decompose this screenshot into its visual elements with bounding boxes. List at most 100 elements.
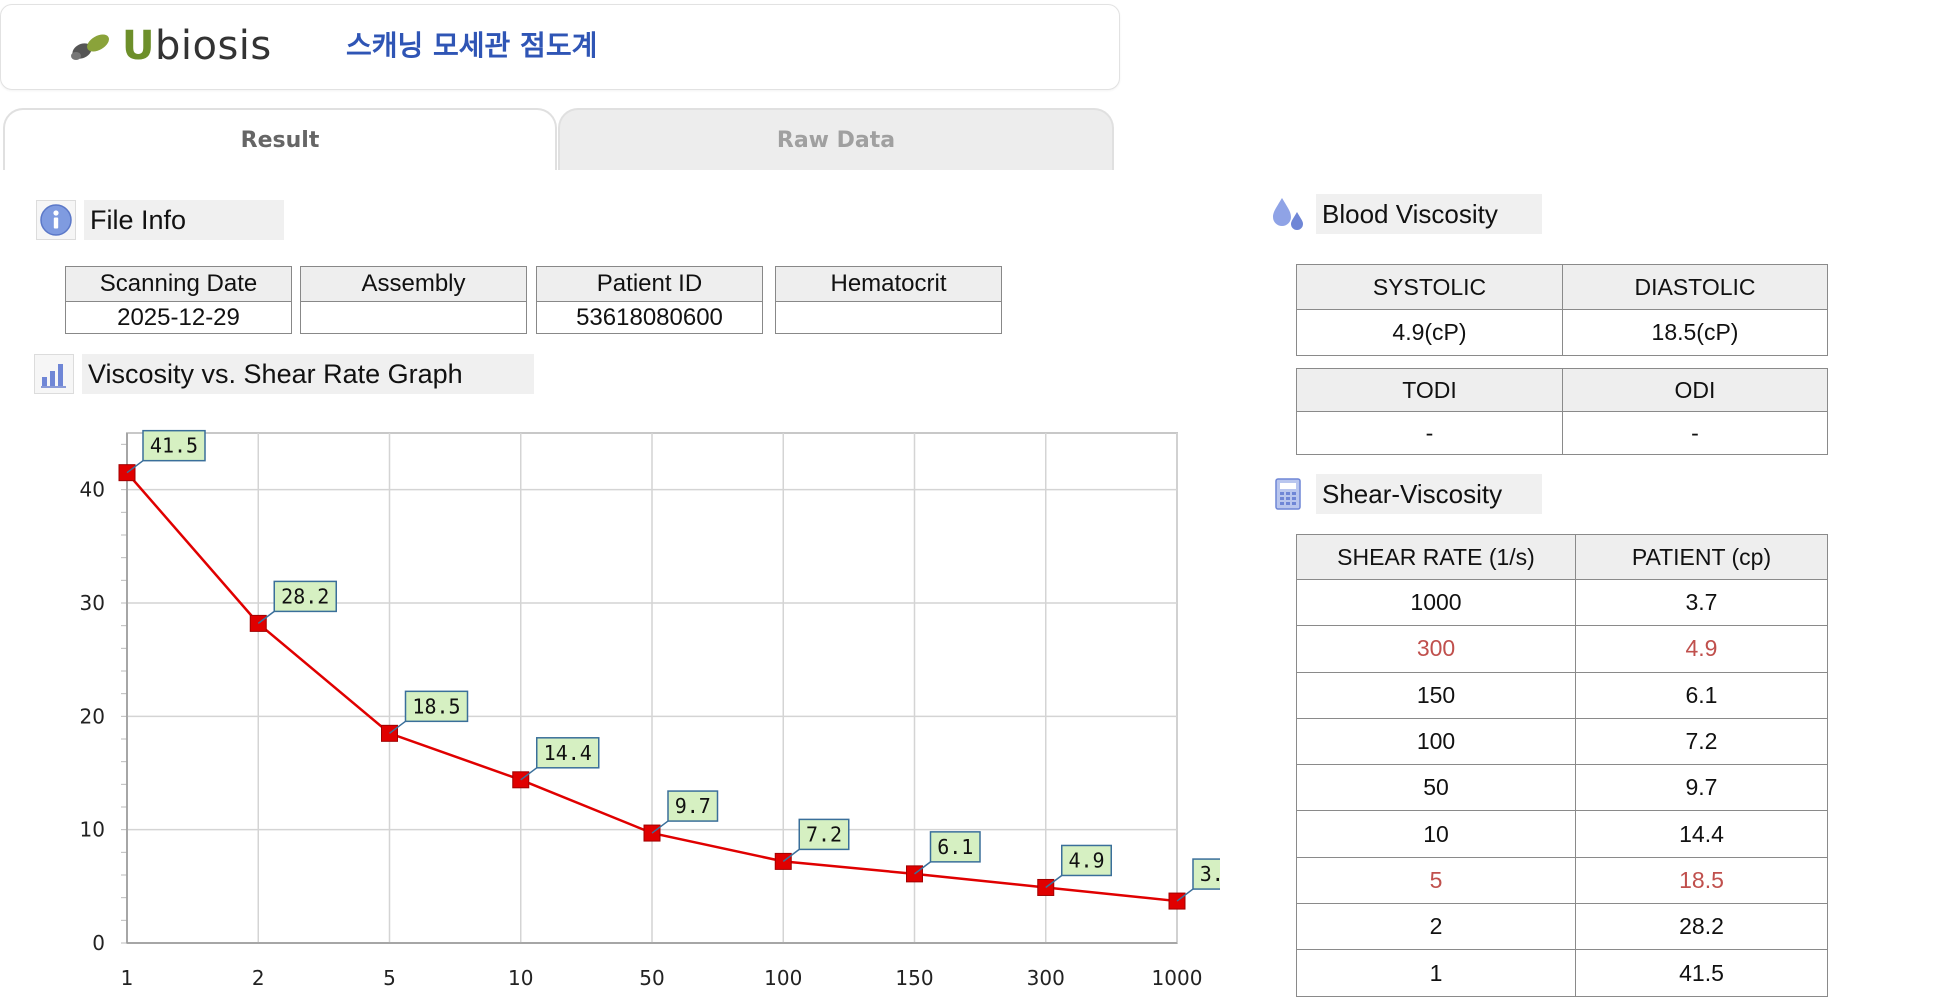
data-label-leader bbox=[520, 767, 538, 781]
data-label-box bbox=[536, 737, 600, 769]
shear-rate-cell: 300 bbox=[1296, 625, 1576, 673]
todi-value: - bbox=[1296, 411, 1563, 455]
y-tick-label: 10 bbox=[80, 818, 105, 842]
table-row: 10 14.4 bbox=[1296, 810, 1828, 858]
viscosity-chart: 0 10 20 30 40 1 2 5 10 50 100 150 300 1000 41.5 28.2 18… bbox=[80, 429, 1220, 990]
shear-viscosity-title: Shear-Viscosity bbox=[1316, 474, 1542, 514]
data-label: 41.5 bbox=[150, 434, 198, 458]
data-label-box bbox=[142, 429, 206, 462]
tab-result-label: Result bbox=[240, 127, 320, 153]
data-label-box bbox=[667, 790, 719, 822]
shear-rate-cell: 10 bbox=[1296, 810, 1576, 858]
y-tick-label: 20 bbox=[80, 704, 105, 728]
chart-axes: 0 10 20 30 40 1 2 5 10 50 100 150 300 1000 bbox=[80, 433, 1203, 990]
info-scanning-date: Scanning Date 2025-12-29 bbox=[65, 266, 292, 334]
systolic-value: 4.9(cP) bbox=[1296, 309, 1563, 356]
info-icon bbox=[36, 200, 76, 240]
shear-rate-header: SHEAR RATE (1/s) bbox=[1296, 534, 1576, 580]
app-title: 스캐닝 모세관 점도계 bbox=[346, 29, 598, 62]
chart-data-labels: 41.5 28.2 18.5 14.4 9.7 7.2 6.1 4.9 3.7 bbox=[126, 429, 1220, 902]
shear-rate-cell: 50 bbox=[1296, 764, 1576, 812]
data-label-box bbox=[404, 690, 469, 723]
data-label-box bbox=[929, 831, 981, 863]
calculator-icon bbox=[1268, 474, 1308, 514]
patient-value-cell: 41.5 bbox=[1575, 949, 1828, 997]
table-row: 300 4.9 bbox=[1296, 625, 1828, 673]
patient-value-cell: 9.7 bbox=[1575, 764, 1828, 812]
blood-viscosity-heading: Blood Viscosity bbox=[1268, 194, 1542, 234]
odi-label: ODI bbox=[1562, 368, 1828, 412]
table-row: 5 18.5 bbox=[1296, 856, 1828, 905]
patient-value-cell: 7.2 bbox=[1575, 717, 1828, 766]
data-label-box bbox=[798, 818, 850, 851]
ubiosis-logo: Ubiosis bbox=[68, 23, 272, 69]
scanning-date-value: 2025-12-29 bbox=[117, 303, 240, 331]
shear-rate-cell: 2 bbox=[1296, 903, 1576, 951]
shear-viscosity-table: SHEAR RATE (1/s) PATIENT (cp) 1000 3.7 300… bbox=[1296, 534, 1828, 997]
data-label: 18.5 bbox=[412, 694, 460, 718]
odi-value: - bbox=[1562, 411, 1828, 455]
x-tick-label: 50 bbox=[639, 966, 664, 990]
x-tick-label: 100 bbox=[764, 966, 802, 990]
data-label-leader bbox=[389, 720, 406, 734]
info-assembly: Assembly bbox=[300, 266, 527, 334]
table-row: 1 41.5 bbox=[1296, 949, 1828, 997]
data-point-marker bbox=[118, 464, 136, 482]
data-label-leader bbox=[1176, 888, 1194, 902]
data-label: 6.1 bbox=[937, 835, 973, 859]
logo-text: Ubiosis bbox=[122, 23, 272, 69]
file-info-title: File Info bbox=[84, 200, 284, 240]
data-point-marker bbox=[249, 614, 267, 632]
patient-value-cell: 3.7 bbox=[1575, 578, 1828, 627]
x-tick-label: 2 bbox=[252, 966, 265, 990]
chart-grid bbox=[126, 432, 1178, 944]
blood-drop-icon bbox=[1268, 194, 1308, 234]
data-label-leader bbox=[914, 861, 931, 875]
graph-title: Viscosity vs. Shear Rate Graph bbox=[82, 354, 534, 394]
scanning-date-label: Scanning Date bbox=[66, 267, 291, 302]
patient-value-cell: 6.1 bbox=[1575, 671, 1828, 719]
table-row: 1000 3.7 bbox=[1296, 578, 1828, 627]
header-bar bbox=[0, 4, 1120, 90]
table-row: 150 6.1 bbox=[1296, 671, 1828, 719]
data-label: 28.2 bbox=[281, 584, 329, 608]
hematocrit-label: Hematocrit bbox=[776, 267, 1001, 302]
patient-value-cell: 4.9 bbox=[1575, 625, 1828, 673]
data-label-leader bbox=[1045, 874, 1063, 889]
data-point-marker bbox=[906, 865, 923, 883]
todi-label: TODI bbox=[1296, 368, 1563, 412]
blood-viscosity-table: SYSTOLIC DIASTOLIC 4.9(cP) 18.5(cP) bbox=[1296, 264, 1828, 356]
x-tick-label: 10 bbox=[508, 966, 533, 990]
data-label: 9.7 bbox=[675, 794, 711, 818]
systolic-label: SYSTOLIC bbox=[1296, 264, 1563, 310]
table-row: 100 7.2 bbox=[1296, 717, 1828, 766]
x-tick-label: 150 bbox=[895, 966, 933, 990]
y-tick-label: 30 bbox=[80, 591, 105, 615]
diastolic-value: 18.5(cP) bbox=[1562, 309, 1828, 356]
data-label: 4.9 bbox=[1068, 848, 1104, 872]
tab-result[interactable]: Result bbox=[3, 108, 557, 170]
data-label-leader bbox=[257, 610, 275, 624]
data-label-box bbox=[1061, 844, 1112, 877]
patient-value-cell: 18.5 bbox=[1575, 856, 1828, 905]
assembly-value bbox=[301, 302, 526, 333]
bar-chart-icon bbox=[34, 354, 74, 394]
data-label: 14.4 bbox=[544, 741, 592, 765]
x-tick-label: 1000 bbox=[1152, 966, 1203, 990]
x-tick-label: 5 bbox=[383, 966, 396, 990]
data-label: 7.2 bbox=[806, 822, 842, 846]
data-label-box bbox=[273, 580, 337, 613]
shear-rate-cell: 1000 bbox=[1296, 578, 1576, 627]
x-tick-label: 300 bbox=[1027, 966, 1065, 990]
tab-raw-data[interactable]: Raw Data bbox=[558, 108, 1114, 170]
shear-rate-cell: 100 bbox=[1296, 717, 1576, 766]
patient-header: PATIENT (cp) bbox=[1575, 534, 1828, 580]
data-label-leader bbox=[126, 460, 144, 474]
info-hematocrit: Hematocrit bbox=[775, 266, 1002, 334]
table-row: 50 9.7 bbox=[1296, 764, 1828, 812]
logo-leaf-icon bbox=[71, 34, 109, 60]
table-row: 2 28.2 bbox=[1296, 903, 1828, 951]
data-label: 3.7 bbox=[1200, 862, 1220, 886]
data-label-leader bbox=[651, 820, 669, 834]
patient-value-cell: 28.2 bbox=[1575, 903, 1828, 951]
